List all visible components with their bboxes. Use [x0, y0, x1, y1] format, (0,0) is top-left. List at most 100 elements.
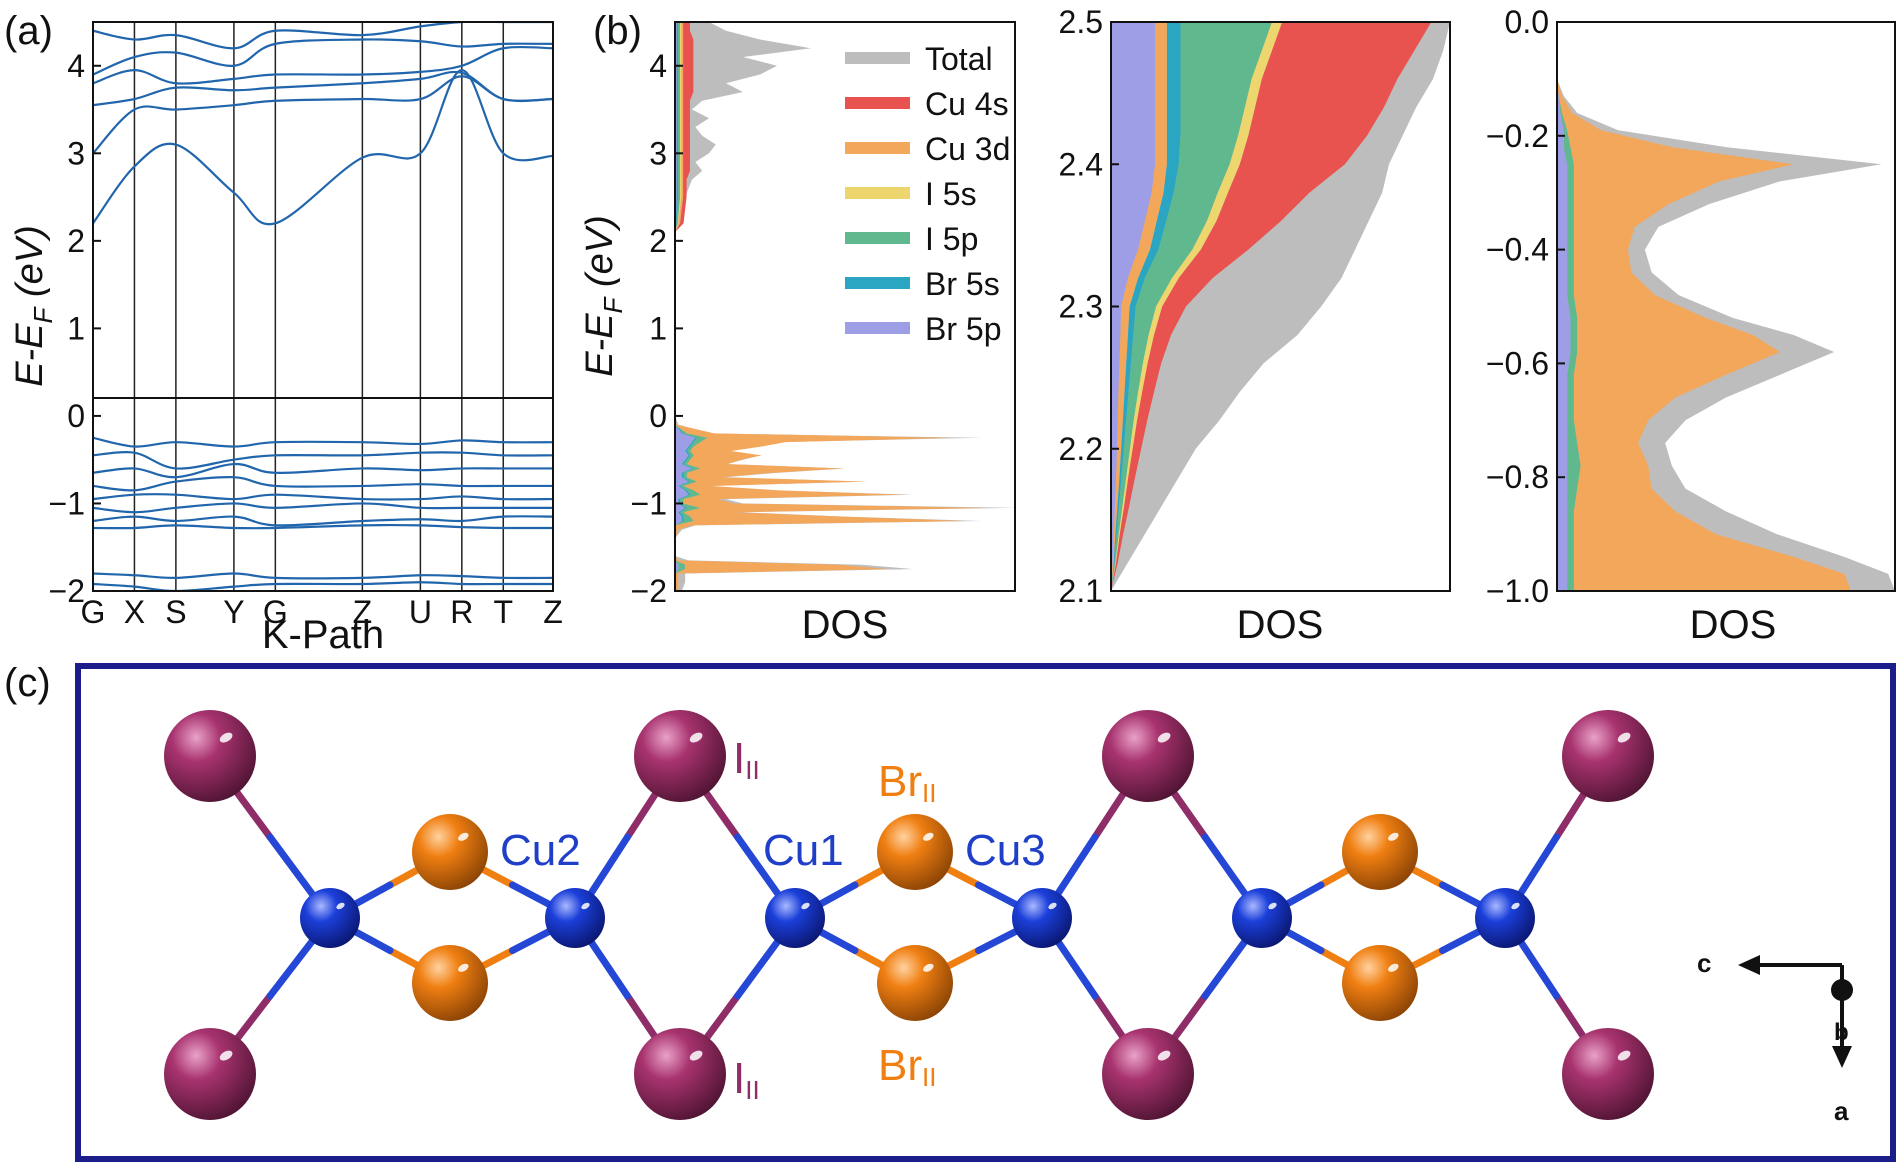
label-cu1: Cu1 — [763, 826, 844, 875]
copper-atom-2-highlight — [581, 902, 590, 910]
atoms — [164, 710, 1654, 1120]
ytick-label-0: −1.0 — [1486, 573, 1549, 609]
dos-full-y-axis-label: E-EF (eV) — [579, 215, 628, 377]
ytick-label-5: 3 — [649, 135, 667, 171]
copper-atom-4 — [1012, 888, 1072, 948]
ytick-label-0: 2.1 — [1059, 573, 1103, 609]
bromine-atom-top-3 — [1342, 814, 1418, 890]
band-y-label-main: E-E — [9, 323, 51, 387]
legend-label-cu-3d: Cu 3d — [925, 131, 1010, 167]
dos-area-total — [675, 22, 1015, 591]
label-i-bottom: III — [733, 1054, 760, 1105]
label-br-bottom-sub: II — [922, 1062, 936, 1092]
band-y-ticks: −2 −1 0 1 2 3 4 — [49, 48, 101, 609]
label-br-top: BrII — [878, 757, 936, 808]
iodine-atom-top-4 — [1562, 710, 1654, 802]
iodine-atom-top-1 — [164, 710, 256, 802]
band-xtick-label-4: G — [263, 594, 288, 630]
ytick-label-2: −0.6 — [1486, 345, 1549, 381]
label-i-bottom-sub: II — [745, 1075, 759, 1105]
axis-a-arrowhead — [1832, 1046, 1852, 1068]
iodine-atom-bottom-2-highlight — [689, 1050, 703, 1061]
dos-full-x-axis-label: DOS — [802, 603, 889, 647]
ytick-label-4: −0.2 — [1486, 118, 1549, 154]
iodine-atom-top-4-highlight — [1617, 732, 1631, 743]
copper-atom-2 — [545, 888, 605, 948]
dos-area-i-5p — [1557, 78, 1581, 591]
band-line-vb7 — [93, 515, 553, 527]
bromine-atom-bottom-3 — [1342, 945, 1418, 1021]
dos-area-br-5p — [675, 22, 696, 591]
dos-cbm-areas — [1111, 22, 1450, 591]
iodine-atom-bottom-2 — [634, 1028, 726, 1120]
ytick-label-3: 2.4 — [1059, 146, 1103, 182]
band-xtick-label-1: X — [124, 594, 145, 630]
iodine-atom-bottom-4-highlight — [1617, 1050, 1631, 1061]
ytick-label-4: 2 — [649, 223, 667, 259]
k-point-gridlines — [133, 22, 505, 591]
ytick-label-3: 1 — [649, 310, 667, 346]
bromine-atom-top-2-highlight — [923, 832, 934, 841]
legend-swatch-cu-4s — [845, 97, 910, 109]
label-br-top-main: Br — [878, 757, 922, 806]
band-ytick-label-4: 2 — [67, 223, 85, 259]
label-i-bottom-main: I — [733, 1054, 745, 1103]
dos-y-label-main: E-E — [579, 313, 621, 377]
bromine-atom-bottom-2 — [877, 945, 953, 1021]
bromine-atom-bottom-1-highlight — [458, 963, 469, 972]
band-ytick-label-2: 0 — [67, 398, 85, 434]
dos-area-br-5p — [1111, 22, 1156, 591]
band-line-cb3 — [93, 70, 553, 107]
axis-b-label: b — [1834, 1019, 1849, 1046]
band-xtick-label-6: U — [409, 594, 432, 630]
ytick-label-4: 2.5 — [1059, 4, 1103, 40]
bromine-atom-bottom-1 — [412, 945, 488, 1021]
band-line-cb1 — [93, 69, 553, 226]
legend-swatch-cu-3d — [845, 142, 910, 154]
axis-b-dot — [1831, 979, 1853, 1001]
dos-area-i-5p — [1111, 22, 1273, 591]
iodine-atom-top-3 — [1102, 710, 1194, 802]
legend-label-br-5s: Br 5s — [925, 266, 1000, 302]
iodine-atom-bottom-3 — [1102, 1028, 1194, 1120]
crystal-axes-indicator: c b a — [1697, 948, 1853, 1126]
copper-atom-6 — [1475, 888, 1535, 948]
label-i-top-main: I — [733, 734, 745, 783]
copper-atom-6-highlight — [1511, 902, 1520, 910]
panel-label-a: (a) — [4, 9, 53, 53]
band-ytick-label-1: −1 — [49, 485, 85, 521]
label-br-top-sub: II — [922, 778, 936, 808]
dos-vbm-x-axis-label: DOS — [1690, 603, 1777, 647]
dos-area-i-5s — [1111, 22, 1283, 591]
label-i-top-sub: II — [745, 755, 759, 785]
axis-a-label: a — [1834, 1096, 1849, 1126]
dos-area-cu-3d — [1557, 78, 1852, 591]
legend-swatch-total — [845, 52, 910, 64]
dos-area-cu-4s — [1111, 22, 1432, 591]
ytick-label-0: −2 — [631, 573, 667, 609]
legend-label-cu-4s: Cu 4s — [925, 86, 1009, 122]
label-br-bottom-main: Br — [878, 1041, 922, 1090]
band-plot-frame — [92, 21, 554, 592]
iodine-atom-bottom-4 — [1562, 1028, 1654, 1120]
band-ytick-label-5: 3 — [67, 135, 85, 171]
iodine-atom-top-2 — [634, 710, 726, 802]
dos-cbm-zoom-chart: 2.1 2.2 2.3 2.4 2.5 DOS — [1059, 4, 1451, 647]
ytick-label-5: 0.0 — [1505, 4, 1549, 40]
ytick-label-2: 0 — [649, 398, 667, 434]
band-xtick-label-8: T — [493, 594, 513, 630]
band-xtick-label-9: Z — [543, 594, 563, 630]
band-line-vb9 — [93, 572, 553, 580]
dos-full-areas — [675, 22, 1015, 591]
iodine-atom-top-2-highlight — [689, 732, 703, 743]
label-cu3: Cu3 — [965, 826, 1046, 875]
bromine-atom-bottom-2-highlight — [923, 963, 934, 972]
band-line-vb1 — [93, 436, 553, 448]
band-line-cb4 — [93, 45, 553, 85]
ytick-label-1: −1 — [631, 485, 667, 521]
label-i-top: III — [733, 734, 760, 785]
dos-y-label-sub: F — [598, 295, 628, 313]
copper-atom-3-highlight — [801, 902, 810, 910]
